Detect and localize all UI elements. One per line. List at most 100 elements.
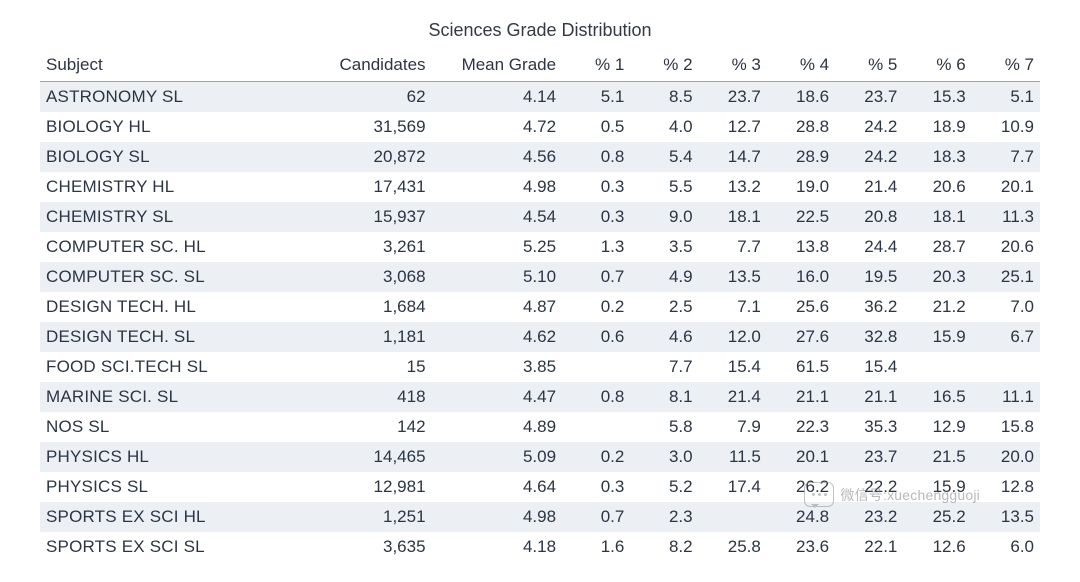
cell-p2: 3.5 bbox=[630, 232, 698, 262]
cell-p2: 5.8 bbox=[630, 412, 698, 442]
page-title: Sciences Grade Distribution bbox=[40, 20, 1040, 41]
cell-p6 bbox=[903, 352, 971, 382]
cell-p2: 8.2 bbox=[630, 532, 698, 562]
cell-p5: 21.1 bbox=[835, 382, 903, 412]
header-row: SubjectCandidatesMean Grade% 1% 2% 3% 4%… bbox=[40, 49, 1040, 82]
cell-subject: PHYSICS HL bbox=[40, 442, 301, 472]
cell-p6: 15.3 bbox=[903, 82, 971, 113]
cell-subject: NOS SL bbox=[40, 412, 301, 442]
cell-p3: 12.0 bbox=[699, 322, 767, 352]
table-row: MARINE SCI. SL4184.470.88.121.421.121.11… bbox=[40, 382, 1040, 412]
cell-mean: 5.09 bbox=[432, 442, 563, 472]
cell-p1: 0.2 bbox=[562, 442, 630, 472]
cell-p3: 15.4 bbox=[699, 352, 767, 382]
table-row: DESIGN TECH. HL1,6844.870.22.57.125.636.… bbox=[40, 292, 1040, 322]
cell-mean: 4.62 bbox=[432, 322, 563, 352]
cell-candidates: 17,431 bbox=[301, 172, 432, 202]
cell-p6: 25.2 bbox=[903, 502, 971, 532]
cell-p4: 28.8 bbox=[767, 112, 835, 142]
cell-p6: 12.6 bbox=[903, 532, 971, 562]
cell-p6: 12.9 bbox=[903, 412, 971, 442]
cell-candidates: 1,181 bbox=[301, 322, 432, 352]
cell-p5: 23.7 bbox=[835, 442, 903, 472]
cell-subject: MARINE SCI. SL bbox=[40, 382, 301, 412]
cell-mean: 4.89 bbox=[432, 412, 563, 442]
cell-p5: 19.5 bbox=[835, 262, 903, 292]
col-header-p6: % 6 bbox=[903, 49, 971, 82]
cell-p5: 24.4 bbox=[835, 232, 903, 262]
col-header-subject: Subject bbox=[40, 49, 301, 82]
table-row: PHYSICS HL14,4655.090.23.011.520.123.721… bbox=[40, 442, 1040, 472]
cell-subject: BIOLOGY HL bbox=[40, 112, 301, 142]
cell-p3 bbox=[699, 502, 767, 532]
cell-p1: 0.6 bbox=[562, 322, 630, 352]
table-header: SubjectCandidatesMean Grade% 1% 2% 3% 4%… bbox=[40, 49, 1040, 82]
cell-subject: FOOD SCI.TECH SL bbox=[40, 352, 301, 382]
col-header-p2: % 2 bbox=[630, 49, 698, 82]
cell-p7: 20.6 bbox=[972, 232, 1040, 262]
cell-p7: 6.7 bbox=[972, 322, 1040, 352]
cell-p6: 16.5 bbox=[903, 382, 971, 412]
cell-p4: 28.9 bbox=[767, 142, 835, 172]
cell-p2: 8.5 bbox=[630, 82, 698, 113]
cell-p7: 11.3 bbox=[972, 202, 1040, 232]
cell-p2: 4.6 bbox=[630, 322, 698, 352]
table-container: { "title": "Sciences Grade Distribution"… bbox=[40, 20, 1040, 562]
cell-p3: 23.7 bbox=[699, 82, 767, 113]
cell-mean: 4.98 bbox=[432, 172, 563, 202]
cell-mean: 4.54 bbox=[432, 202, 563, 232]
cell-p3: 11.5 bbox=[699, 442, 767, 472]
cell-p6: 28.7 bbox=[903, 232, 971, 262]
cell-mean: 4.64 bbox=[432, 472, 563, 502]
cell-p7 bbox=[972, 352, 1040, 382]
col-header-p1: % 1 bbox=[562, 49, 630, 82]
cell-p7: 15.8 bbox=[972, 412, 1040, 442]
table-row: COMPUTER SC. SL3,0685.100.74.913.516.019… bbox=[40, 262, 1040, 292]
cell-p4: 25.6 bbox=[767, 292, 835, 322]
cell-p1: 1.3 bbox=[562, 232, 630, 262]
cell-p4: 24.8 bbox=[767, 502, 835, 532]
cell-mean: 5.25 bbox=[432, 232, 563, 262]
col-header-p4: % 4 bbox=[767, 49, 835, 82]
cell-candidates: 142 bbox=[301, 412, 432, 442]
cell-p7: 25.1 bbox=[972, 262, 1040, 292]
cell-candidates: 31,569 bbox=[301, 112, 432, 142]
cell-p7: 5.1 bbox=[972, 82, 1040, 113]
cell-candidates: 62 bbox=[301, 82, 432, 113]
cell-subject: PHYSICS SL bbox=[40, 472, 301, 502]
cell-p5: 32.8 bbox=[835, 322, 903, 352]
col-header-p3: % 3 bbox=[699, 49, 767, 82]
cell-candidates: 15,937 bbox=[301, 202, 432, 232]
cell-p4: 23.6 bbox=[767, 532, 835, 562]
cell-p4: 27.6 bbox=[767, 322, 835, 352]
cell-p1: 0.5 bbox=[562, 112, 630, 142]
cell-p5: 22.1 bbox=[835, 532, 903, 562]
cell-p7: 7.0 bbox=[972, 292, 1040, 322]
cell-p2: 4.9 bbox=[630, 262, 698, 292]
cell-p7: 12.8 bbox=[972, 472, 1040, 502]
cell-p5: 24.2 bbox=[835, 112, 903, 142]
table-row: COMPUTER SC. HL3,2615.251.33.57.713.824.… bbox=[40, 232, 1040, 262]
cell-subject: COMPUTER SC. SL bbox=[40, 262, 301, 292]
col-header-mean: Mean Grade bbox=[432, 49, 563, 82]
cell-p2: 8.1 bbox=[630, 382, 698, 412]
cell-p5: 24.2 bbox=[835, 142, 903, 172]
table-row: FOOD SCI.TECH SL153.857.715.461.515.4 bbox=[40, 352, 1040, 382]
cell-p1: 1.6 bbox=[562, 532, 630, 562]
cell-p1: 0.2 bbox=[562, 292, 630, 322]
grade-distribution-table: SubjectCandidatesMean Grade% 1% 2% 3% 4%… bbox=[40, 49, 1040, 562]
cell-mean: 4.47 bbox=[432, 382, 563, 412]
cell-p6: 15.9 bbox=[903, 472, 971, 502]
cell-p5: 36.2 bbox=[835, 292, 903, 322]
cell-p6: 20.6 bbox=[903, 172, 971, 202]
cell-p5: 23.7 bbox=[835, 82, 903, 113]
cell-p4: 18.6 bbox=[767, 82, 835, 113]
cell-p3: 21.4 bbox=[699, 382, 767, 412]
cell-p4: 26.2 bbox=[767, 472, 835, 502]
cell-candidates: 14,465 bbox=[301, 442, 432, 472]
cell-mean: 4.14 bbox=[432, 82, 563, 113]
table-row: BIOLOGY HL31,5694.720.54.012.728.824.218… bbox=[40, 112, 1040, 142]
table-row: CHEMISTRY HL17,4314.980.35.513.219.021.4… bbox=[40, 172, 1040, 202]
cell-p5: 21.4 bbox=[835, 172, 903, 202]
cell-subject: CHEMISTRY HL bbox=[40, 172, 301, 202]
